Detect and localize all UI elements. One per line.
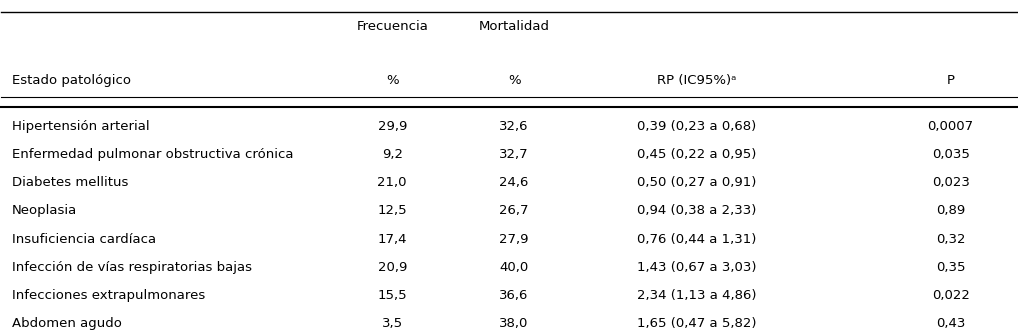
Text: %: % (508, 74, 520, 87)
Text: 0,45 (0,22 a 0,95): 0,45 (0,22 a 0,95) (637, 148, 756, 161)
Text: 15,5: 15,5 (378, 289, 407, 302)
Text: 1,65 (0,47 a 5,82): 1,65 (0,47 a 5,82) (637, 317, 756, 330)
Text: 0,32: 0,32 (936, 233, 965, 246)
Text: 0,50 (0,27 a 0,91): 0,50 (0,27 a 0,91) (637, 176, 756, 189)
Text: 27,9: 27,9 (499, 233, 528, 246)
Text: Insuficiencia cardíaca: Insuficiencia cardíaca (11, 233, 156, 246)
Text: 0,023: 0,023 (931, 176, 969, 189)
Text: 26,7: 26,7 (499, 204, 528, 217)
Text: Hipertensión arterial: Hipertensión arterial (11, 120, 150, 133)
Text: Abdomen agudo: Abdomen agudo (11, 317, 121, 330)
Text: 0,89: 0,89 (936, 204, 965, 217)
Text: 0,0007: 0,0007 (927, 120, 973, 133)
Text: Infecciones extrapulmonares: Infecciones extrapulmonares (11, 289, 205, 302)
Text: 21,0: 21,0 (378, 176, 407, 189)
Text: 17,4: 17,4 (378, 233, 407, 246)
Text: 3,5: 3,5 (382, 317, 403, 330)
Text: 9,2: 9,2 (382, 148, 403, 161)
Text: 0,39 (0,23 a 0,68): 0,39 (0,23 a 0,68) (637, 120, 756, 133)
Text: 32,6: 32,6 (499, 120, 528, 133)
Text: Enfermedad pulmonar obstructiva crónica: Enfermedad pulmonar obstructiva crónica (11, 148, 293, 161)
Text: 38,0: 38,0 (500, 317, 528, 330)
Text: 0,022: 0,022 (931, 289, 969, 302)
Text: 32,7: 32,7 (499, 148, 529, 161)
Text: %: % (386, 74, 399, 87)
Text: Neoplasia: Neoplasia (11, 204, 76, 217)
Text: 29,9: 29,9 (378, 120, 407, 133)
Text: Frecuencia: Frecuencia (356, 19, 429, 33)
Text: Diabetes mellitus: Diabetes mellitus (11, 176, 128, 189)
Text: 40,0: 40,0 (500, 261, 528, 274)
Text: 0,35: 0,35 (936, 261, 965, 274)
Text: 0,76 (0,44 a 1,31): 0,76 (0,44 a 1,31) (637, 233, 756, 246)
Text: 0,43: 0,43 (936, 317, 965, 330)
Text: P: P (947, 74, 955, 87)
Text: Infección de vías respiratorias bajas: Infección de vías respiratorias bajas (11, 261, 251, 274)
Text: Mortalidad: Mortalidad (478, 19, 550, 33)
Text: 2,34 (1,13 a 4,86): 2,34 (1,13 a 4,86) (637, 289, 756, 302)
Text: 20,9: 20,9 (378, 261, 407, 274)
Text: 0,035: 0,035 (931, 148, 969, 161)
Text: 12,5: 12,5 (378, 204, 407, 217)
Text: 36,6: 36,6 (500, 289, 528, 302)
Text: Estado patológico: Estado patológico (11, 74, 130, 87)
Text: RP (IC95%)ᵃ: RP (IC95%)ᵃ (658, 74, 736, 87)
Text: 0,94 (0,38 a 2,33): 0,94 (0,38 a 2,33) (637, 204, 756, 217)
Text: 1,43 (0,67 a 3,03): 1,43 (0,67 a 3,03) (637, 261, 756, 274)
Text: 24,6: 24,6 (500, 176, 528, 189)
